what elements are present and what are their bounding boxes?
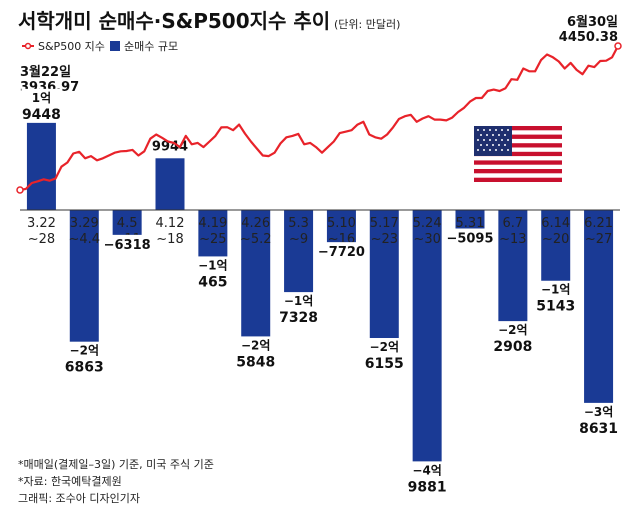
bar-13 bbox=[541, 210, 571, 289]
bar-1 bbox=[26, 108, 56, 210]
bar-label-hundred-millions-5: −1억 bbox=[198, 258, 227, 272]
footnote-source: *자료: 한국예탁결제원 bbox=[18, 475, 122, 488]
bar-4 bbox=[155, 158, 185, 210]
bar-label-ten-thousands-9: 6155 bbox=[365, 356, 404, 372]
bar-label-ten-thousands-10: 9881 bbox=[408, 479, 447, 495]
bar-label-bg-6 bbox=[235, 336, 276, 371]
bar-label-ten-thousands-14: 8631 bbox=[579, 421, 618, 437]
bar-6 bbox=[241, 210, 271, 345]
legend: S&P500 지수 순매수 규모 bbox=[22, 40, 178, 53]
bar-label-bg-4 bbox=[149, 136, 191, 155]
week-label-start-1: 3.22 bbox=[27, 216, 56, 231]
bar-label-ten-thousands-5: 465 bbox=[198, 274, 227, 290]
bar-label-hundred-millions-10: −4억 bbox=[412, 463, 441, 477]
sp500-end-marker bbox=[614, 42, 622, 50]
bar-label-hundred-millions-7: −1억 bbox=[284, 294, 313, 308]
bar-label-hundred-millions-9: −2억 bbox=[370, 340, 399, 354]
bar-label-4: 9944 bbox=[152, 139, 188, 154]
sp500-line-group bbox=[16, 42, 622, 194]
week-label-start-11: 5.31 bbox=[456, 216, 485, 231]
bar-5 bbox=[198, 210, 228, 265]
week-label-start-3: 4.5 bbox=[117, 216, 138, 231]
footnotes: *매매일(결제일–3일) 기준, 미국 주식 기준 *자료: 한국예탁결제원 그… bbox=[18, 457, 214, 505]
bars-group bbox=[26, 108, 614, 470]
week-label-start-9: 5.17 bbox=[370, 216, 399, 231]
bar-2 bbox=[69, 210, 99, 350]
week-label-start-6: 4.26 bbox=[241, 216, 270, 231]
bar-label-hundred-millions-6: −2억 bbox=[241, 338, 270, 352]
bar-label-8: −7720 bbox=[318, 245, 365, 260]
bar-label-hundred-millions-13: −1억 bbox=[541, 283, 570, 297]
bar-label-bg-3 bbox=[106, 234, 149, 253]
bar-label-hundred-millions-2: −2억 bbox=[70, 344, 99, 358]
end-annotation: 6월30일 4450.38 bbox=[559, 14, 618, 45]
us-flag-icon bbox=[474, 126, 562, 182]
bar-label-ten-thousands-2: 6863 bbox=[65, 360, 104, 376]
bar-label-ten-thousands-6: 5848 bbox=[236, 354, 275, 370]
week-label-end-9: ~23 bbox=[371, 232, 398, 247]
bar-label-bg-13 bbox=[535, 280, 576, 315]
week-label-end-10: ~30 bbox=[413, 232, 440, 247]
bar-label-ten-thousands-13: 5143 bbox=[536, 299, 575, 315]
week-label-end-13: ~20 bbox=[542, 232, 569, 247]
legend-bar-label: 순매수 규모 bbox=[124, 40, 178, 53]
bar-label-3: −6318 bbox=[104, 238, 151, 253]
chart-title: 서학개미 순매수·S&P500지수 추이 bbox=[18, 9, 330, 33]
week-label-start-8: 5.10 bbox=[327, 216, 356, 231]
bar-label-bg-2 bbox=[64, 341, 105, 376]
bar-value-labels: 1억 9448 −2억 6863 −6318 9944 −1억 465 −2억 5848 −1억 73… bbox=[21, 88, 619, 496]
week-label-end-12: ~13 bbox=[499, 232, 526, 247]
bar-7 bbox=[284, 210, 314, 301]
bar-label-bg-7 bbox=[278, 292, 319, 327]
week-label-start-12: 6.7 bbox=[503, 216, 524, 231]
bar-label-ten-thousands-1: 9448 bbox=[22, 107, 61, 123]
start-date: 3월22일 bbox=[20, 64, 71, 80]
bar-label-bg-10 bbox=[407, 461, 448, 496]
sp500-start-marker bbox=[16, 186, 24, 194]
bar-label-bg-12 bbox=[492, 321, 533, 356]
week-label-end-4: ~18 bbox=[156, 232, 183, 247]
week-label-start-13: 6.14 bbox=[541, 216, 570, 231]
footnote-credit: 그래픽: 조수아 디자인기자 bbox=[18, 492, 140, 505]
bar-label-hundred-millions-12: −2억 bbox=[498, 323, 527, 337]
bar-label-bg-8 bbox=[320, 242, 363, 261]
bar-label-11: −5095 bbox=[446, 231, 493, 246]
unit-label: (단위: 만달러) bbox=[334, 18, 400, 31]
week-label-start-2: 3.29 bbox=[70, 216, 99, 231]
bar-label-bg-9 bbox=[364, 338, 405, 373]
bar-label-bg-11 bbox=[449, 228, 491, 247]
end-value: 4450.38 bbox=[559, 30, 618, 45]
bar-9 bbox=[369, 210, 399, 347]
bar-label-ten-thousands-7: 7328 bbox=[279, 310, 318, 326]
bar-label-bg-14 bbox=[578, 402, 619, 437]
bar-label-hundred-millions-1: 1억 bbox=[32, 91, 51, 105]
week-label-end-1: ~28 bbox=[28, 232, 55, 247]
week-label-end-5: ~25 bbox=[199, 232, 226, 247]
bar-label-bg-1 bbox=[21, 88, 62, 123]
week-label-end-7: ~9 bbox=[289, 232, 308, 247]
sp500-line bbox=[19, 45, 619, 192]
week-label-start-10: 5.24 bbox=[413, 216, 442, 231]
week-label-end-14: ~27 bbox=[585, 232, 612, 247]
legend-bar-swatch bbox=[110, 41, 120, 51]
week-label-start-5: 4.19 bbox=[198, 216, 227, 231]
footnote-basis: *매매일(결제일–3일) 기준, 미국 주식 기준 bbox=[18, 457, 214, 471]
bar-label-bg-5 bbox=[192, 256, 233, 291]
end-date: 6월30일 bbox=[567, 14, 618, 30]
week-label-end-6: ~5.2 bbox=[240, 232, 272, 247]
bar-14 bbox=[584, 210, 614, 411]
week-label-end-2: ~4.4 bbox=[68, 232, 100, 247]
bar-10 bbox=[412, 210, 442, 470]
legend-line-marker bbox=[24, 42, 32, 50]
bar-label-ten-thousands-12: 2908 bbox=[493, 339, 532, 355]
week-label-start-7: 5.3 bbox=[288, 216, 309, 231]
bar-12 bbox=[498, 210, 528, 330]
week-label-start-4: 4.12 bbox=[156, 216, 185, 231]
bar-label-hundred-millions-14: −3억 bbox=[584, 405, 613, 419]
legend-line-label: S&P500 지수 bbox=[38, 40, 105, 53]
week-label-start-14: 6.21 bbox=[584, 216, 613, 231]
